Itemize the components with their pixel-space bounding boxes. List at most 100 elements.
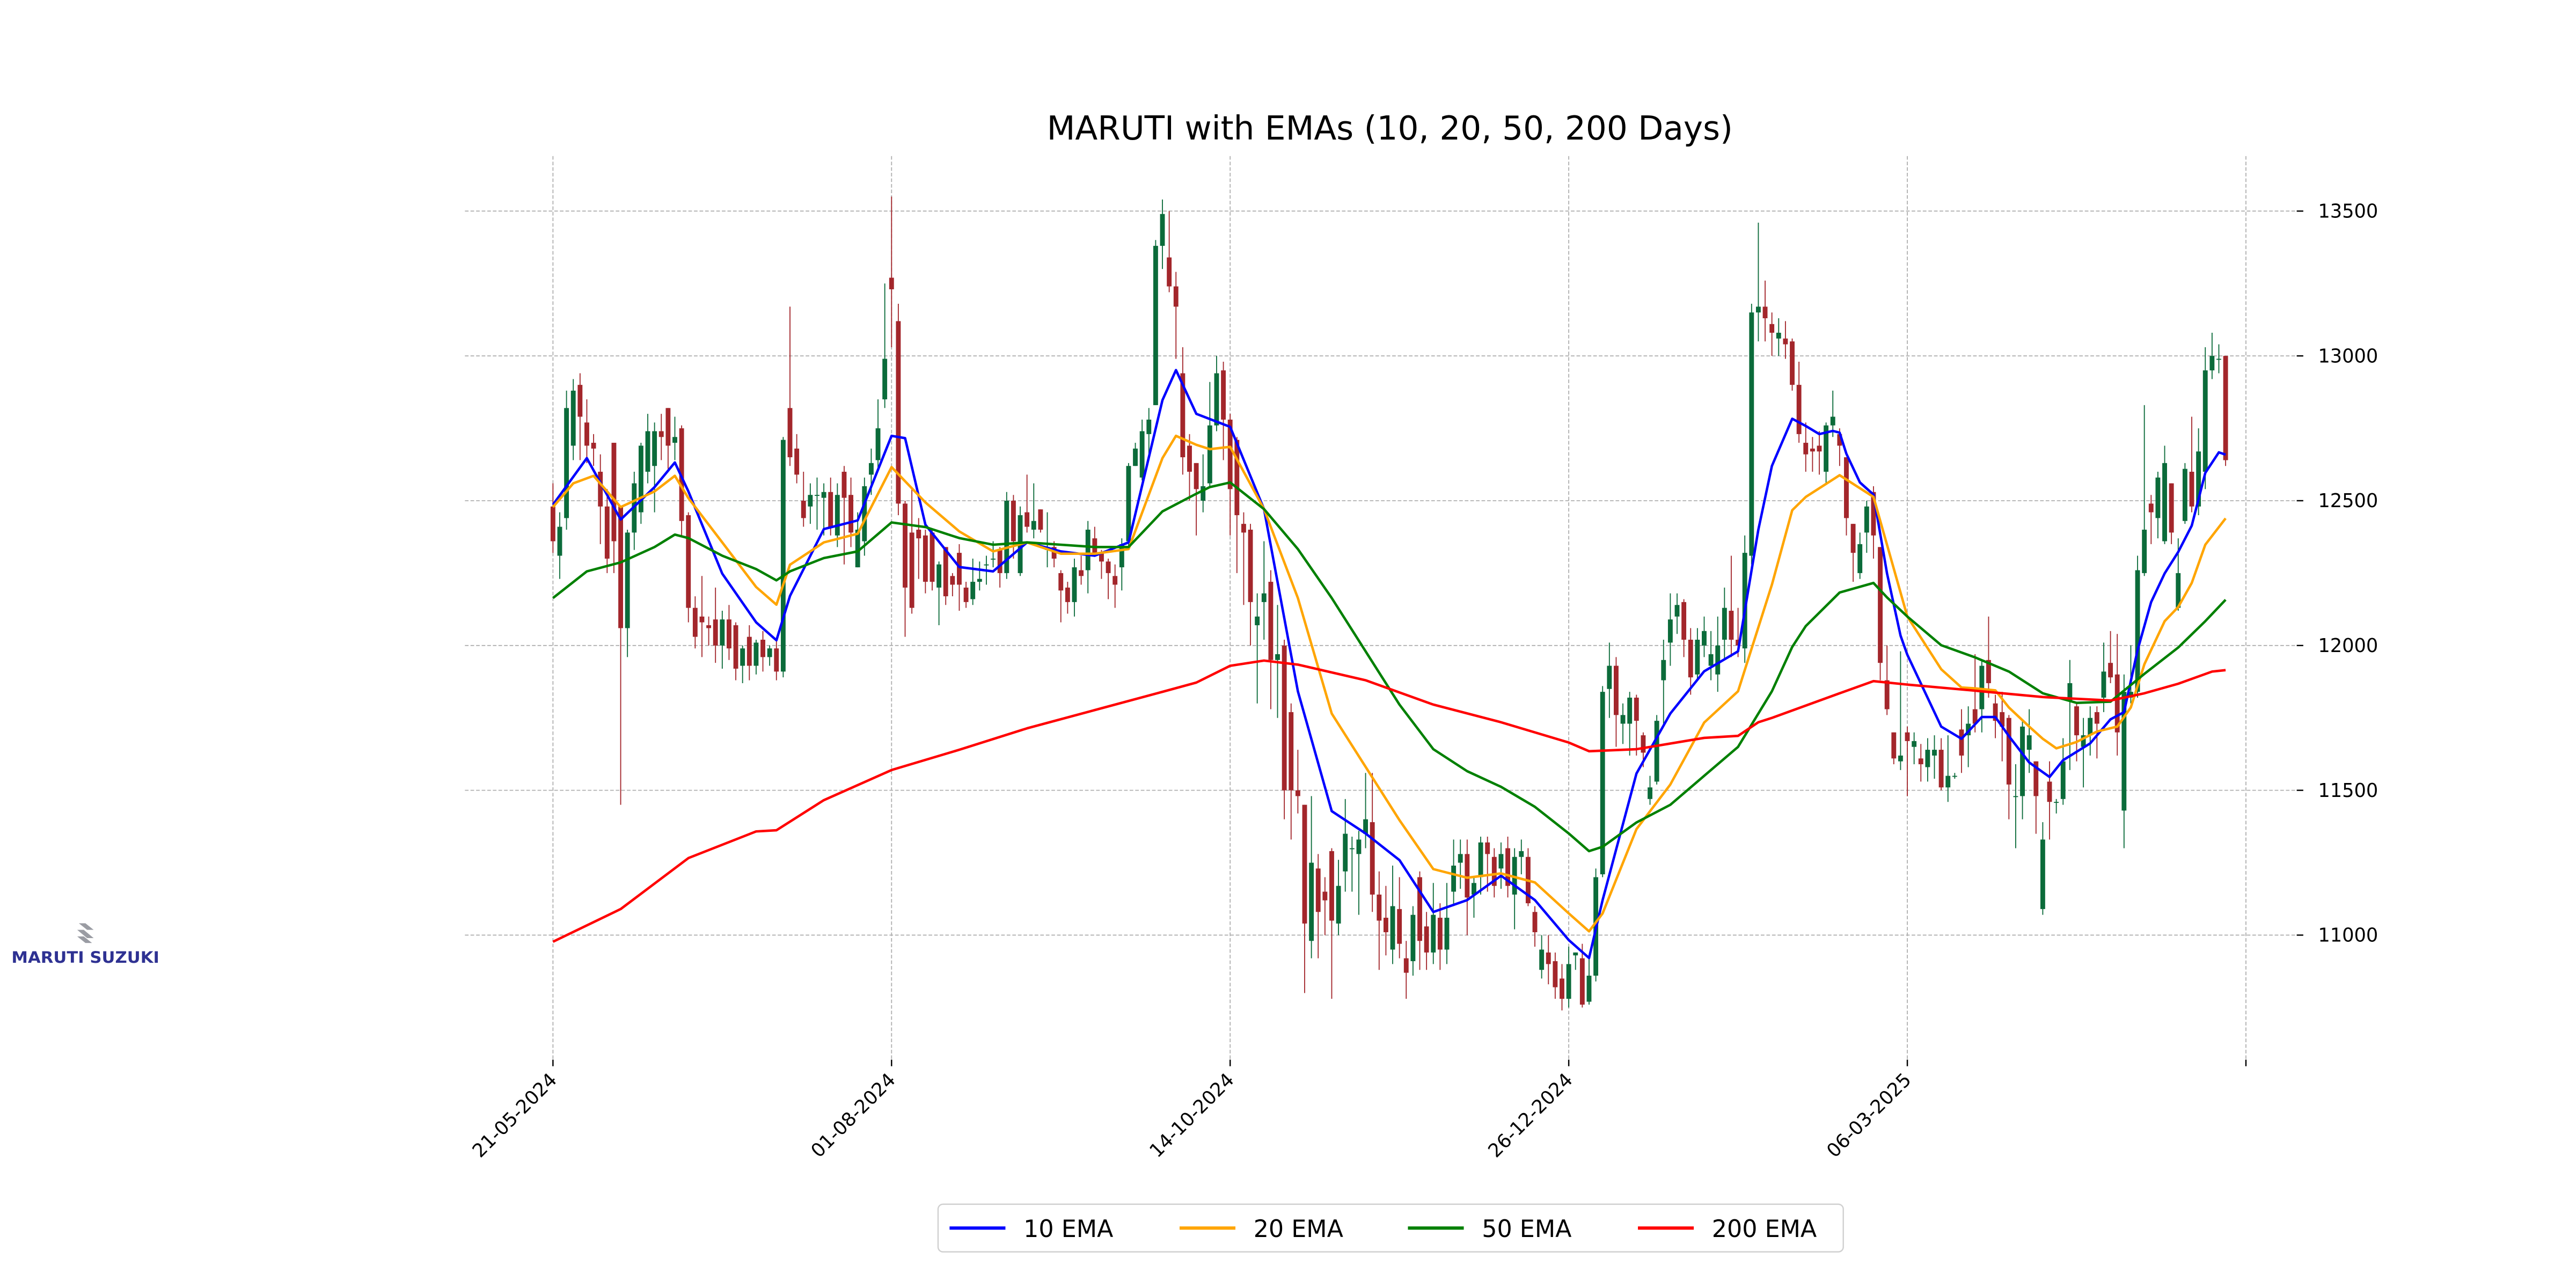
candle-body	[943, 547, 948, 597]
candle-body	[1309, 862, 1314, 941]
candle	[1560, 964, 1564, 1011]
candle	[1058, 570, 1064, 623]
candle	[1755, 222, 1761, 342]
candle	[1667, 593, 1673, 666]
candle	[1715, 616, 1721, 692]
candle	[1383, 885, 1388, 956]
candle	[1289, 703, 1294, 840]
candle-body	[618, 506, 623, 628]
candle-body	[2094, 712, 2099, 724]
candle	[1607, 642, 1612, 718]
candle-body	[570, 390, 576, 446]
candle	[1627, 692, 1633, 756]
50-ema-line	[552, 481, 2227, 853]
candle	[1315, 854, 1321, 958]
candle-body	[1857, 544, 1863, 573]
candle-body	[930, 532, 935, 582]
candle	[1173, 272, 1179, 359]
candle	[686, 512, 691, 623]
candle	[1620, 703, 1626, 744]
candle	[1377, 871, 1382, 970]
candle	[1722, 587, 1727, 660]
candle-body	[1790, 341, 1795, 385]
candle-body	[1729, 611, 1734, 640]
candle	[1945, 735, 1951, 802]
candle-body	[1410, 914, 1416, 962]
candle	[577, 373, 583, 460]
candle-body	[808, 495, 813, 507]
candle-body	[1695, 640, 1700, 675]
candle-body	[1560, 978, 1564, 999]
candle-body	[1817, 445, 1822, 452]
candle	[658, 414, 664, 460]
candle	[1370, 773, 1375, 912]
candle-body	[1898, 755, 1903, 762]
candle-body	[2081, 735, 2086, 747]
candle	[1688, 628, 1693, 695]
candle-body	[1905, 732, 1910, 741]
candle	[1113, 564, 1118, 608]
candle-body	[1173, 286, 1179, 307]
candle	[692, 596, 698, 649]
candle-body	[896, 321, 901, 504]
candle-body	[1051, 547, 1057, 559]
candle-body	[862, 486, 867, 541]
candle	[841, 466, 847, 565]
y-tick-label: 11000	[2318, 925, 2378, 947]
candle-body	[2216, 358, 2221, 360]
candle-body	[1667, 619, 1673, 643]
y-tick-label: 13500	[2318, 201, 2378, 223]
candle-body	[2040, 839, 2045, 909]
candle-body	[875, 428, 881, 460]
candle-body	[1952, 775, 1957, 777]
candle	[1878, 547, 1883, 680]
candle-body	[1485, 842, 1490, 854]
candle-body	[733, 625, 738, 669]
candle	[1546, 935, 1551, 985]
candle-body	[1830, 416, 1835, 426]
legend-item-50-ema: 50 EMA	[1408, 1216, 1571, 1243]
legend-label-20-ema: 20 EMA	[1254, 1216, 1343, 1243]
candle	[2209, 332, 2215, 379]
candle-body	[1255, 616, 1260, 626]
candle	[774, 640, 779, 680]
candle	[665, 408, 671, 469]
candle	[1769, 312, 1775, 356]
candle	[1241, 512, 1246, 605]
candle-body	[1878, 547, 1883, 663]
candle	[1092, 526, 1097, 556]
candle	[767, 645, 772, 666]
candle-body	[1282, 645, 1287, 791]
candle-body	[1871, 492, 1876, 536]
candle-body	[1776, 332, 1781, 339]
candle-body	[2223, 356, 2228, 460]
candle	[1309, 796, 1314, 958]
candle	[1207, 382, 1212, 487]
candle	[1282, 640, 1287, 819]
candle-body	[1736, 640, 1741, 646]
candle-body	[1634, 697, 1639, 721]
candle-body	[767, 648, 772, 657]
candle-body	[991, 558, 996, 560]
200-ema-line	[552, 659, 2226, 943]
candle	[1126, 463, 1131, 547]
candle	[1891, 732, 1897, 765]
candle	[753, 640, 759, 675]
legend-item-10-ema: 10 EMA	[949, 1216, 1113, 1243]
20-ema-line	[552, 434, 2227, 933]
candle-body	[625, 532, 630, 628]
candle	[591, 434, 596, 466]
candle-body	[2128, 692, 2133, 698]
candle-body	[645, 431, 650, 472]
candle-body	[963, 587, 969, 602]
candle	[1295, 750, 1300, 814]
candle	[1796, 361, 1802, 443]
candle-body	[1688, 640, 1693, 678]
candle	[2040, 822, 2045, 915]
candle	[1410, 906, 1416, 976]
candle	[801, 472, 806, 527]
candle	[1498, 842, 1504, 889]
candle	[950, 573, 955, 597]
candle	[1844, 457, 1849, 536]
candle-body	[1079, 570, 1084, 576]
